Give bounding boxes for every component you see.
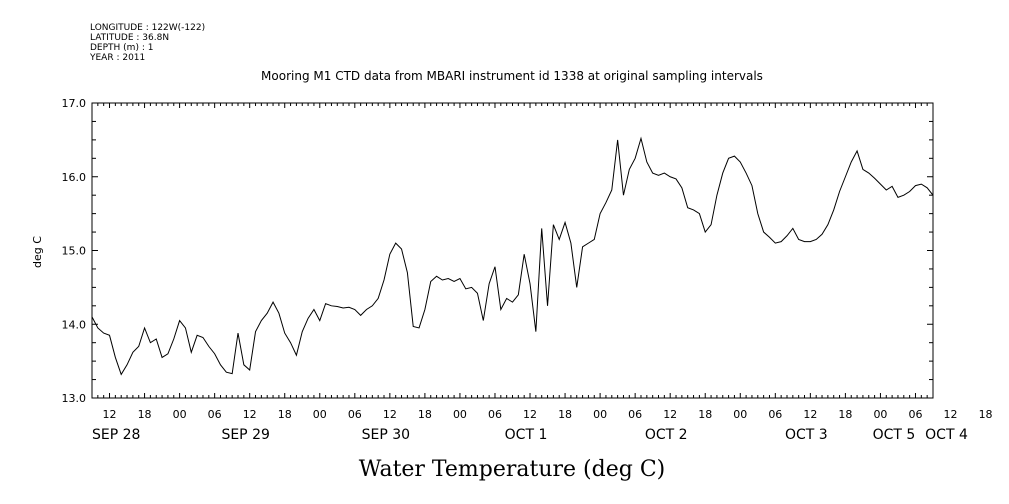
x-tick-label: 18 — [838, 408, 852, 421]
y-tick-labels: 13.0 14.0 15.0 16.0 17.0 — [62, 97, 87, 405]
year-label: YEAR : 2011 — [89, 53, 145, 63]
x-tick-label: 06 — [768, 408, 782, 421]
x-tick-label: 12 — [103, 408, 117, 421]
chart-title: Mooring M1 CTD data from MBARI instrumen… — [261, 69, 763, 83]
x-axis-label: Water Temperature (deg C) — [359, 457, 666, 482]
x-tick-label: 12 — [383, 408, 397, 421]
depth-label: DEPTH (m) : 1 — [90, 43, 153, 53]
x-tick-label: 00 — [313, 408, 327, 421]
date-label: SEP 28 — [92, 427, 140, 443]
x-tick-label: 12 — [523, 408, 537, 421]
temperature-series-line — [91, 136, 934, 376]
x-tick-label: 12 — [944, 408, 958, 421]
x-tick-label: 00 — [733, 408, 747, 421]
x-tick-label: 06 — [908, 408, 922, 421]
date-label: OCT 4 — [925, 427, 968, 443]
x-tick-labels: 12 18 00 06 12 18 00 06 12 18 00 06 12 18 00 06 12 18 00 06… — [103, 408, 993, 421]
y-tick-label: 16.0 — [62, 171, 87, 184]
plot-frame — [91, 102, 934, 399]
x-tick-label: 18 — [138, 408, 152, 421]
date-label: SEP 29 — [221, 427, 269, 443]
x-tick-label: 00 — [173, 408, 187, 421]
x-tick-label: 00 — [593, 408, 607, 421]
x-tick-label: 12 — [803, 408, 817, 421]
y-tick-label: 17.0 — [62, 97, 87, 110]
y-tick-label: 13.0 — [62, 392, 87, 405]
latitude-label: LATITUDE : 36.8N — [90, 33, 169, 43]
x-tick-label: 18 — [278, 408, 292, 421]
x-tick-label: 00 — [873, 408, 887, 421]
date-label: SEP 30 — [362, 427, 410, 443]
date-label: OCT 3 — [785, 427, 828, 443]
x-tick-label: 18 — [558, 408, 572, 421]
x-tick-label: 00 — [453, 408, 467, 421]
x-tick-label: 06 — [348, 408, 362, 421]
x-tick-label: 06 — [488, 408, 502, 421]
date-label: OCT 2 — [645, 427, 688, 443]
y-axis-label: deg C — [31, 236, 44, 268]
x-tick-label: 18 — [979, 408, 993, 421]
x-tick-label: 18 — [418, 408, 432, 421]
axis-ticks — [91, 102, 934, 399]
y-tick-label: 14.0 — [62, 318, 87, 331]
date-labels: SEP 28 SEP 29 SEP 30 OCT 1 OCT 2 OCT 3 OCT 4 OC… — [92, 427, 968, 443]
date-label: OCT 1 — [505, 427, 548, 443]
x-tick-label: 12 — [243, 408, 257, 421]
x-tick-label: 12 — [663, 408, 677, 421]
date-label: OCT 5 — [873, 427, 916, 443]
metadata-block: LONGITUDE : 122W(-122) LATITUDE : 36.8N … — [89, 23, 205, 63]
x-tick-label: 06 — [628, 408, 642, 421]
x-tick-label: 18 — [698, 408, 712, 421]
y-tick-label: 15.0 — [62, 245, 87, 258]
longitude-label: LONGITUDE : 122W(-122) — [90, 23, 205, 33]
x-tick-label: 06 — [208, 408, 222, 421]
